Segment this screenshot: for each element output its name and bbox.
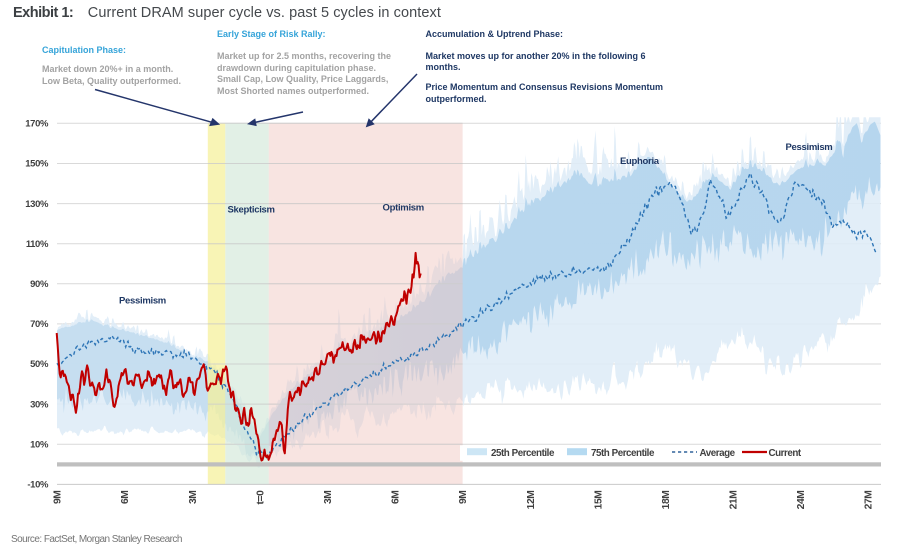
svg-text:170%: 170%: [25, 119, 49, 130]
svg-text:3M: 3M: [323, 491, 334, 505]
svg-text:21M: 21M: [729, 491, 740, 510]
svg-text:27M: 27M: [864, 491, 875, 510]
svg-text:Current: Current: [769, 448, 802, 459]
svg-text:70%: 70%: [30, 319, 49, 330]
svg-text:75th Percentile: 75th Percentile: [591, 448, 655, 459]
svg-text:9M: 9M: [458, 491, 469, 505]
svg-text:Average: Average: [700, 448, 736, 459]
svg-text:50%: 50%: [30, 359, 49, 370]
svg-text:18M: 18M: [661, 491, 672, 510]
svg-text:15M: 15M: [593, 491, 604, 510]
svg-text:25th Percentile: 25th Percentile: [491, 448, 555, 459]
svg-text:Pessimism: Pessimism: [119, 296, 166, 307]
svg-text:t=0: t=0: [255, 490, 266, 505]
svg-text:6M: 6M: [120, 491, 131, 505]
svg-text:150%: 150%: [25, 159, 49, 170]
svg-text:9M: 9M: [53, 491, 64, 505]
svg-text:Skepticism: Skepticism: [228, 205, 275, 216]
svg-text:-10%: -10%: [27, 480, 49, 491]
svg-text:Optimism: Optimism: [383, 203, 424, 214]
svg-text:12M: 12M: [526, 491, 537, 510]
svg-text:10%: 10%: [30, 439, 49, 450]
svg-text:110%: 110%: [26, 239, 49, 250]
svg-text:30%: 30%: [30, 399, 49, 410]
svg-text:Euphoria: Euphoria: [620, 156, 660, 167]
svg-text:90%: 90%: [30, 279, 49, 290]
svg-text:24M: 24M: [796, 491, 807, 510]
svg-text:Pessimism: Pessimism: [786, 142, 833, 153]
svg-text:130%: 130%: [25, 199, 49, 210]
svg-text:6M: 6M: [391, 491, 402, 505]
svg-text:3M: 3M: [188, 491, 199, 505]
